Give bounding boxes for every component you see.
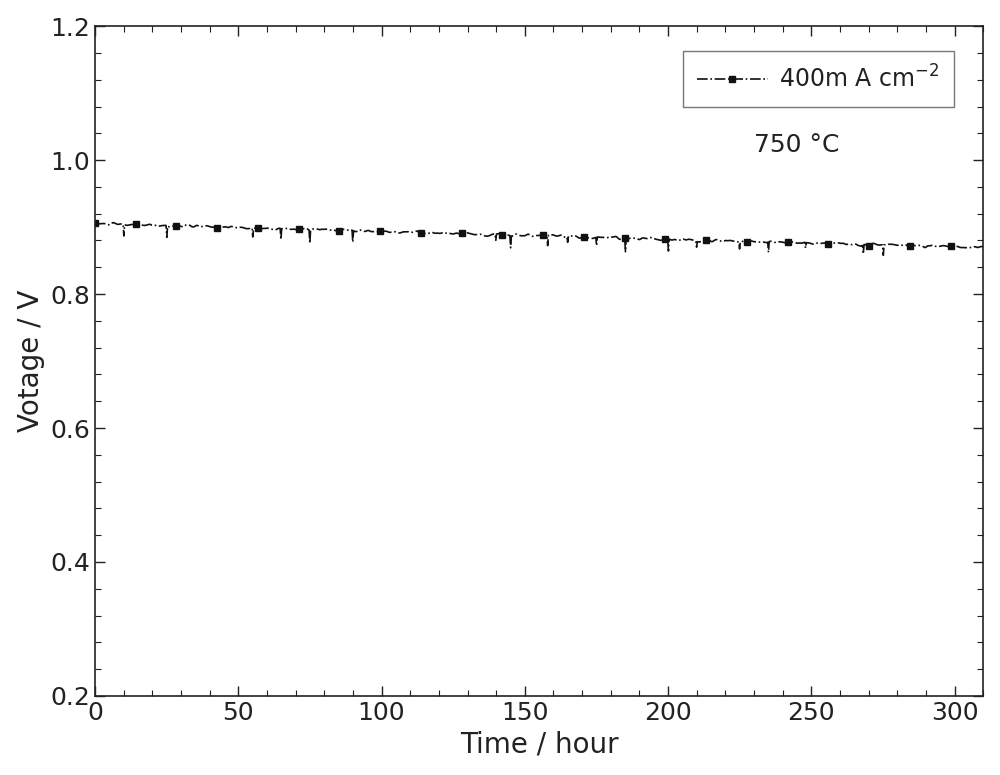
400m A cm$^{-2}$ — [977, 242, 989, 251]
Y-axis label: Votage / V: Votage / V — [17, 290, 45, 432]
400m A cm$^{-2}$ — [239, 224, 251, 233]
Line: 400m A cm$^{-2}$: 400m A cm$^{-2}$ — [92, 220, 986, 258]
Legend: 400m A cm$^{-2}$: 400m A cm$^{-2}$ — [683, 51, 954, 107]
400m A cm$^{-2}$ — [475, 230, 487, 239]
Text: 750 °C: 750 °C — [754, 133, 839, 157]
400m A cm$^{-2}$ — [389, 227, 401, 236]
400m A cm$^{-2}$ — [556, 231, 568, 240]
400m A cm$^{-2}$ — [107, 218, 119, 227]
400m A cm$^{-2}$ — [877, 250, 889, 260]
400m A cm$^{-2}$ — [89, 219, 101, 228]
X-axis label: Time / hour: Time / hour — [460, 730, 618, 758]
400m A cm$^{-2}$ — [575, 233, 587, 243]
400m A cm$^{-2}$ — [208, 222, 220, 232]
